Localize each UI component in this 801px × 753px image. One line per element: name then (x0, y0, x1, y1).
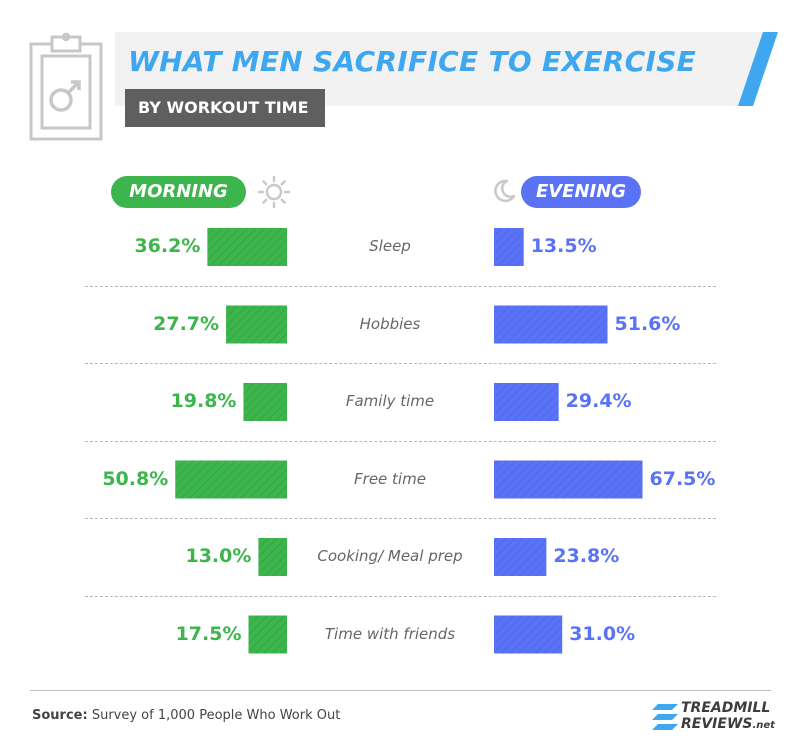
bar-morning (175, 460, 287, 499)
legend-evening: EVENING (521, 176, 641, 208)
logo-line-2: REVIEWS.net (681, 716, 775, 732)
page-subtitle: BY WORKOUT TIME (125, 89, 325, 127)
value-label-evening: 13.5% (530, 235, 597, 257)
bar-evening (494, 615, 563, 654)
category-label: Cooking/ Meal prep (317, 547, 463, 565)
bar-evening (494, 305, 608, 344)
category-label: Free time (354, 469, 426, 488)
value-label-evening: 51.6% (614, 312, 681, 335)
bar-morning (226, 305, 287, 344)
row-divider (85, 440, 716, 442)
value-label-morning: 27.7% (153, 312, 220, 335)
logo-suffix: .net (752, 720, 775, 731)
row-divider (85, 518, 716, 519)
bar-evening (494, 460, 643, 499)
value-label-morning: 13.0% (185, 545, 252, 567)
bar-morning (207, 228, 287, 266)
footer-divider (30, 690, 771, 691)
value-label-evening: 67.5% (649, 467, 716, 490)
value-label-morning: 36.2% (134, 235, 201, 257)
page-title: WHAT MEN SACRIFICE TO EXERCISE (128, 45, 697, 78)
row-divider (85, 285, 716, 287)
treadmill-reviews-logo-icon (652, 704, 678, 730)
value-label-evening: 29.4% (565, 390, 632, 412)
category-label: Time with friends (324, 624, 456, 643)
bar-evening (494, 383, 559, 421)
bar-evening (494, 228, 524, 266)
source-text: Survey of 1,000 People Who Work Out (91, 708, 341, 723)
source-note: Source: Survey of 1,000 People Who Work … (32, 708, 340, 723)
value-label-evening: 31.0% (569, 622, 636, 645)
value-label-morning: 17.5% (175, 622, 242, 645)
category-label: Hobbies (359, 314, 421, 333)
row-divider (85, 595, 716, 597)
source-label: Source: (32, 708, 88, 723)
value-label-morning: 50.8% (102, 467, 169, 490)
category-label: Sleep (369, 237, 411, 255)
logo-reviews: REVIEWS (681, 716, 753, 732)
clipboard-male-icon (29, 32, 103, 141)
bar-morning (243, 383, 287, 421)
logo-line-1: TREADMILL (681, 700, 771, 716)
legend-morning: MORNING (111, 176, 246, 208)
bar-morning (248, 615, 287, 654)
category-label: Family time (345, 392, 435, 410)
sun-icon (257, 175, 291, 209)
bar-morning (258, 538, 287, 576)
moon-icon (494, 179, 516, 203)
value-label-morning: 19.8% (170, 390, 237, 412)
row-divider (85, 363, 716, 364)
value-label-evening: 23.8% (553, 545, 620, 567)
bar-evening (494, 538, 547, 576)
